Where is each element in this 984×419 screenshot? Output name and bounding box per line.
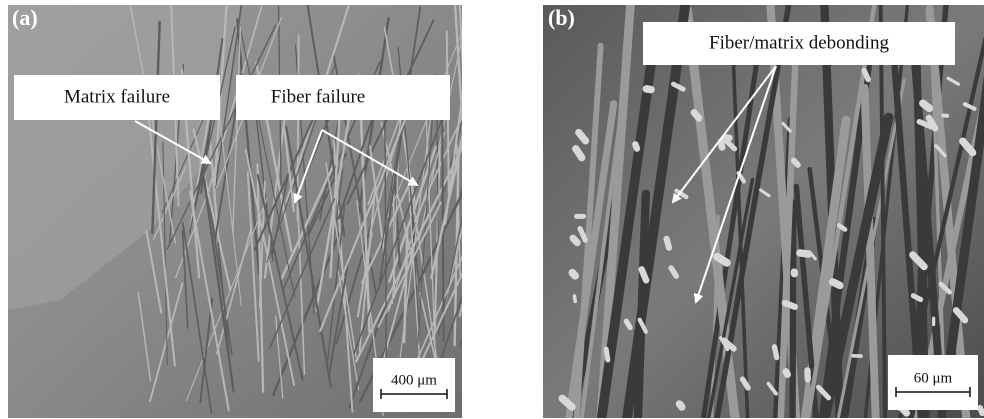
texture (465, 115, 495, 198)
texture (642, 269, 647, 280)
texture (626, 321, 630, 327)
texture (775, 347, 777, 358)
texture (646, 89, 651, 90)
texture (478, 58, 504, 199)
texture (694, 112, 699, 118)
texture (463, 251, 498, 348)
scale-label: 60 μm (914, 370, 953, 386)
texture (606, 349, 608, 360)
texture (572, 273, 575, 276)
panel-b: (b) Fiber/matrix debonding 60 μm (543, 0, 984, 419)
texture (478, 59, 533, 189)
annotation: Fiber/matrix debonding (709, 32, 889, 53)
figure: (a) Matrix failure Fiber failure 400 μm … (0, 0, 984, 419)
texture (794, 161, 798, 165)
texture (460, 199, 516, 346)
texture (923, 103, 929, 108)
panel-a: (a) Matrix failure Fiber failure 400 μm (8, 0, 544, 418)
texture (800, 253, 808, 254)
texture (465, 76, 479, 311)
texture (833, 282, 840, 286)
texture (479, 147, 544, 310)
annotation: Fiber failure (271, 86, 365, 107)
texture (785, 303, 795, 307)
texture (793, 203, 794, 419)
texture (721, 142, 722, 147)
annotation: Matrix failure (64, 86, 170, 107)
panel-label: (a) (12, 5, 38, 30)
texture (460, 123, 509, 317)
texture (576, 149, 582, 158)
texture (679, 404, 681, 407)
texture (913, 296, 920, 300)
panel-label: (b) (548, 5, 575, 30)
texture (667, 239, 670, 248)
texture (786, 372, 788, 375)
texture (980, 408, 982, 413)
scale-label: 400 μm (391, 372, 437, 388)
texture (717, 257, 727, 263)
texture (460, 86, 493, 194)
texture (635, 144, 637, 148)
texture (864, 70, 868, 79)
texture (573, 238, 577, 243)
texture (574, 296, 575, 301)
